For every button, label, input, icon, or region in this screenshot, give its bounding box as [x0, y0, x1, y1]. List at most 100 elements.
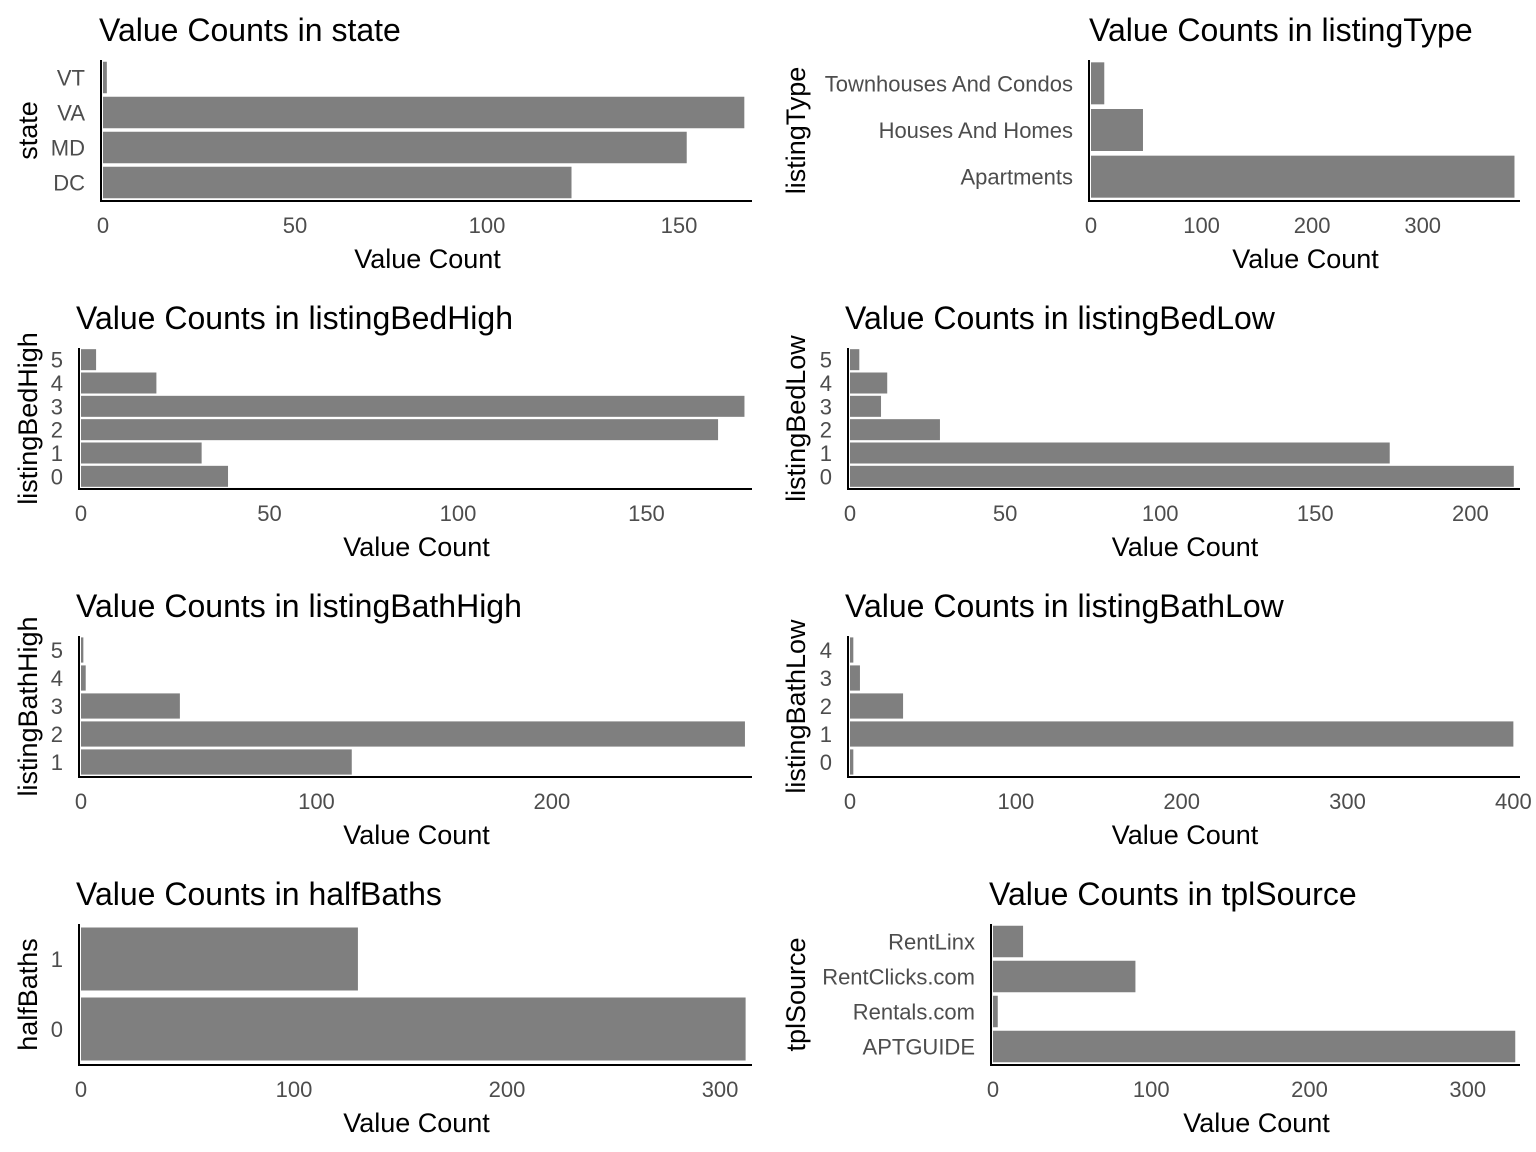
- x-tick-label: 0: [844, 501, 856, 526]
- bar-0: [81, 997, 746, 1061]
- y-tick-label: Townhouses And Condos: [825, 71, 1073, 96]
- y-tick-label: 2: [820, 694, 832, 719]
- bar-1: [81, 442, 202, 464]
- y-tick-label: RentLinx: [888, 930, 975, 955]
- x-tick-label: 400: [1495, 789, 1532, 814]
- y-tick-label: 3: [51, 394, 63, 419]
- bar-2: [850, 693, 904, 719]
- bar-2: [850, 419, 940, 441]
- x-tick-label: 100: [1142, 501, 1179, 526]
- y-tick-label: 2: [820, 418, 832, 443]
- y-tick-label: 1: [820, 722, 832, 747]
- y-tick-label: Rentals.com: [853, 1000, 975, 1025]
- bar-4: [850, 372, 888, 394]
- x-tick-label: 200: [1294, 213, 1331, 238]
- x-axis-title: Value Count: [354, 244, 501, 274]
- y-tick-label: 4: [51, 666, 63, 691]
- bar-va: [103, 96, 745, 129]
- x-tick-label: 100: [997, 789, 1034, 814]
- y-tick-label: 5: [51, 348, 63, 373]
- bar-5: [81, 349, 97, 371]
- y-tick-label: 1: [51, 947, 63, 972]
- x-tick-label: 200: [1163, 789, 1200, 814]
- chart-panel-listingtype: Value Counts in listingType Apartments Hou…: [781, 12, 1520, 274]
- y-tick-label: 4: [51, 371, 63, 396]
- x-tick-label: 0: [987, 1077, 999, 1102]
- y-tick-label: Houses And Homes: [879, 118, 1073, 143]
- bar-houses-and-homes: [1091, 109, 1143, 151]
- x-tick-label: 50: [283, 213, 307, 238]
- x-tick-label: 100: [1183, 213, 1220, 238]
- bar-0: [850, 749, 854, 775]
- x-tick-label: 0: [75, 789, 87, 814]
- chart-panel-listingbathhigh: Value Counts in listingBathHigh 1 2 3 4 5 0 100…: [13, 588, 752, 850]
- bar-3: [850, 395, 882, 417]
- x-tick-label: 50: [993, 501, 1017, 526]
- x-tick-label: 150: [1297, 501, 1334, 526]
- x-tick-label: 300: [1329, 789, 1366, 814]
- bar-0: [81, 465, 229, 487]
- x-tick-label: 150: [661, 213, 698, 238]
- y-tick-label: MD: [51, 136, 85, 161]
- panel-title: Value Counts in listingType: [1089, 12, 1473, 48]
- bar-3: [81, 395, 745, 417]
- y-axis-title: halfBaths: [13, 938, 43, 1051]
- x-tick-label: 50: [257, 501, 281, 526]
- bar-md: [103, 131, 687, 164]
- x-axis-title: Value Count: [343, 820, 490, 850]
- bar-vt: [103, 61, 107, 94]
- x-tick-label: 150: [628, 501, 665, 526]
- y-axis-title: listingBathHigh: [13, 616, 43, 796]
- bar-4: [850, 637, 854, 663]
- bar-3: [81, 693, 180, 719]
- panel-title: Value Counts in listingBedHigh: [76, 300, 513, 336]
- panel-title: Value Counts in state: [99, 12, 401, 48]
- x-tick-label: 0: [844, 789, 856, 814]
- bar-1: [850, 721, 1514, 747]
- chart-panel-state: Value Counts in state DC MD VA VT 0 50 100 150 Va…: [13, 12, 752, 274]
- panel-title: Value Counts in listingBedLow: [845, 300, 1276, 336]
- y-tick-label: 1: [820, 441, 832, 466]
- panel-title: Value Counts in listingBathLow: [845, 588, 1285, 624]
- y-axis-title: listingBathLow: [781, 619, 811, 794]
- bar-1: [81, 927, 358, 991]
- x-tick-label: 0: [75, 1077, 87, 1102]
- y-tick-label: VA: [57, 101, 85, 126]
- y-axis-title: listingBedLow: [781, 335, 811, 502]
- bar-rentclicks-com: [993, 960, 1136, 993]
- x-tick-label: 300: [1449, 1077, 1486, 1102]
- x-tick-label: 200: [1291, 1077, 1328, 1102]
- bar-dc: [103, 166, 572, 199]
- bar-4: [81, 372, 157, 394]
- bar-townhouses-and-condos: [1091, 62, 1105, 105]
- x-tick-label: 200: [489, 1077, 526, 1102]
- y-tick-label: 3: [820, 394, 832, 419]
- y-tick-label: 4: [820, 638, 832, 663]
- bar-2: [81, 419, 719, 441]
- chart-panel-tplsource: Value Counts in tplSource APTGUIDE Rentals…: [781, 876, 1520, 1138]
- bar-2: [81, 721, 745, 747]
- y-tick-label: 0: [820, 464, 832, 489]
- panel-title: Value Counts in tplSource: [989, 876, 1357, 912]
- bar-4: [81, 665, 86, 691]
- bar-aptguide: [993, 1030, 1516, 1063]
- y-tick-label: 5: [51, 638, 63, 663]
- x-axis-title: Value Count: [343, 1108, 490, 1138]
- x-tick-label: 0: [97, 213, 109, 238]
- chart-panel-halfbaths: Value Counts in halfBaths 0 1 0 100 200 300 Val…: [13, 876, 752, 1138]
- y-axis-title: listingType: [781, 67, 811, 195]
- y-tick-label: 3: [820, 666, 832, 691]
- bar-5: [850, 349, 860, 371]
- x-axis-title: Value Count: [1112, 532, 1259, 562]
- x-tick-label: 0: [75, 501, 87, 526]
- y-tick-label: 0: [820, 750, 832, 775]
- x-tick-label: 100: [298, 789, 335, 814]
- y-tick-label: 4: [820, 371, 832, 396]
- y-tick-label: APTGUIDE: [863, 1035, 975, 1060]
- y-axis-title: listingBedHigh: [13, 332, 43, 505]
- y-tick-label: 0: [51, 464, 63, 489]
- x-axis-title: Value Count: [1112, 820, 1259, 850]
